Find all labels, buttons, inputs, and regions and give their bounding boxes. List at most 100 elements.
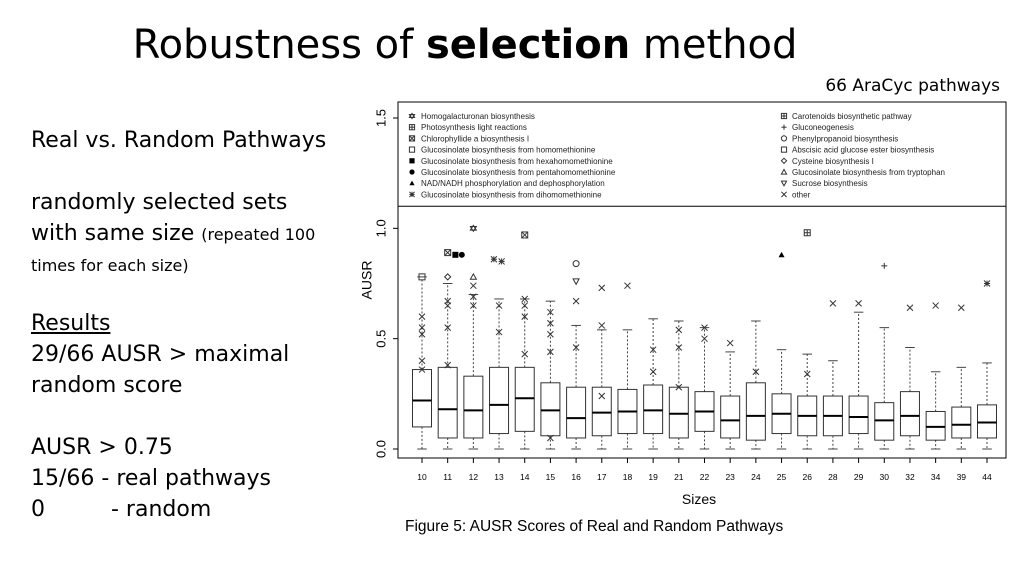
- iqr-box: [643, 384, 664, 435]
- y-tick-label: 1.5: [373, 109, 388, 127]
- outlier-x: [598, 392, 606, 400]
- legend-symbol-sq: [780, 146, 788, 153]
- y-axis-label: AUSR: [359, 261, 375, 300]
- outlier-x: [444, 302, 452, 309]
- outlier-x: [547, 319, 554, 327]
- plot-frame: [397, 101, 1007, 459]
- legend-label: Phenylpropanoid biosynthesis: [792, 134, 898, 143]
- box-44: [977, 362, 997, 450]
- iqr-box: [668, 386, 689, 439]
- outlier-x: [470, 293, 477, 301]
- iqr-box: [899, 391, 920, 437]
- x-tick-label: 25: [777, 472, 787, 482]
- outlier-x: [444, 361, 452, 369]
- box-19: [643, 318, 664, 450]
- outlier-x: [932, 302, 939, 309]
- x-tick-label: 16: [571, 472, 581, 482]
- iqr-box: [489, 366, 510, 435]
- legend-symbol-circ: [780, 135, 788, 142]
- outlier-x: [418, 330, 426, 338]
- box-18: [617, 329, 638, 450]
- iqr-box: [720, 395, 741, 439]
- x-tick-label: 15: [546, 472, 556, 482]
- outlier-ftri: [778, 251, 785, 258]
- iqr-box: [874, 402, 895, 441]
- slide-title: Robustness of selection method: [132, 22, 798, 68]
- box-25: [771, 349, 792, 450]
- random-count-line: 0- random: [31, 497, 212, 522]
- box-24: [745, 320, 766, 450]
- x-axis-label: Sizes: [682, 491, 716, 507]
- outlier-x: [675, 383, 683, 391]
- legend-label: other: [792, 190, 811, 199]
- outlier-x: [624, 282, 631, 290]
- outlier-x: [444, 324, 452, 331]
- left-heading: Real vs. Random Pathways: [31, 128, 327, 153]
- iqr-box: [437, 366, 458, 439]
- box-17: [591, 329, 612, 450]
- legend-symbol-fcirc: [409, 169, 415, 175]
- legend-symbol-ast: [409, 191, 415, 198]
- x-tick-label: 28: [828, 472, 838, 482]
- outlier-x: [418, 324, 426, 331]
- results-line-2: random score: [31, 373, 183, 398]
- outlier-x: [521, 350, 529, 358]
- box-15: [540, 300, 561, 450]
- x-tick-label: 32: [905, 472, 915, 482]
- outlier-ast: [490, 255, 498, 263]
- outlier-x: [701, 335, 708, 343]
- outlier-x: [598, 322, 606, 329]
- box-29: [848, 311, 869, 450]
- legend-label: Glucosinolate biosynthesis from homometh…: [421, 146, 596, 155]
- outlier-plus: [881, 262, 888, 269]
- outlier-x: [547, 330, 554, 338]
- y-tick-label: 0.0: [373, 440, 388, 458]
- outlier-x: [547, 308, 554, 316]
- left-text-panel: Real vs. Random Pathways randomly select…: [31, 125, 351, 525]
- legend-symbol-fsq: [409, 158, 415, 164]
- x-tick-label: 39: [957, 472, 967, 482]
- box-14: [514, 298, 535, 450]
- outlier-x: [675, 326, 683, 334]
- x-tick-label: 12: [469, 472, 479, 482]
- legend-symbol-vtri: [780, 180, 788, 187]
- legend-label: Glucosinolate biosynthesis from tryptoph…: [792, 168, 945, 177]
- real-count: 15/66 - real pathways: [31, 466, 271, 491]
- outlier-x: [752, 368, 760, 376]
- legend-label: NAD/NADH phosphorylation and dephosphory…: [421, 179, 605, 188]
- outlier-x: [495, 328, 503, 336]
- box-34: [925, 371, 946, 450]
- box-12: [463, 294, 484, 450]
- x-tick-label: 17: [597, 472, 607, 482]
- box-32: [899, 346, 920, 450]
- outlier-x: [701, 324, 708, 331]
- outlier-boxsq: [803, 229, 811, 237]
- outlier-tri: [469, 272, 478, 280]
- legend-symbol-plus: [781, 124, 787, 130]
- iqr-box: [514, 366, 535, 432]
- box-21: [668, 320, 689, 450]
- box-22: [694, 327, 715, 450]
- iqr-box: [951, 406, 972, 439]
- outlier-circ: [572, 260, 580, 268]
- outlier-x: [726, 339, 734, 347]
- results-line-1: 29/66 AUSR > maximal: [31, 342, 290, 367]
- legend-label: Sucrose biosynthesis: [792, 179, 868, 188]
- outlier-x: [957, 304, 965, 312]
- method-line-1: randomly selected sets: [31, 190, 288, 215]
- outlier-vtri: [572, 278, 580, 286]
- outlier-x: [470, 282, 477, 290]
- box-16: [566, 324, 587, 450]
- x-tick-label: 13: [494, 472, 504, 482]
- iqr-box: [925, 410, 946, 441]
- method-line-2: with same size (repeated 100 times for e…: [31, 221, 316, 275]
- x-tick-label: 44: [982, 472, 992, 482]
- outlier-ast: [983, 280, 991, 287]
- outlier-x: [547, 348, 554, 356]
- legend-label: Cysteine biosynthesis I: [792, 157, 874, 166]
- outlier-x: [598, 284, 606, 292]
- x-tick-label: 24: [751, 472, 761, 482]
- box-11: [437, 283, 458, 450]
- legend-label: Homogalacturonan biosynthesis: [421, 112, 535, 121]
- outlier-fcirc: [458, 251, 465, 258]
